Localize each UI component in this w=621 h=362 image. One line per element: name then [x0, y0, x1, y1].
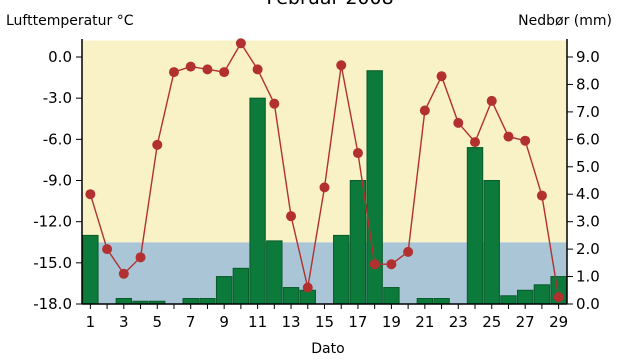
precip-bar-day-7	[182, 298, 199, 305]
axes: 0.0 -3.0 -6.0 -9.0 -12.0 -15.0 -18.0 0.0 1.0 2.0 3…	[33, 39, 600, 331]
temperature-point-day-21	[419, 105, 430, 116]
y-right-tick-label: 7.0	[576, 103, 600, 121]
temperature-point-day-24	[470, 137, 481, 148]
temperature-line	[85, 38, 564, 303]
y-right-tick-label: 1.0	[576, 268, 600, 286]
precip-bar-day-16	[333, 234, 350, 305]
x-tick-label: 23	[449, 313, 468, 331]
temperature-point-day-28	[536, 190, 547, 201]
y-right-tick-label: 9.0	[576, 48, 600, 66]
x-tick-label: 19	[382, 313, 401, 331]
precip-bar-day-11	[249, 97, 266, 305]
y-left-tick-label: -18.0	[33, 295, 72, 313]
y-right-tick-label: 6.0	[576, 130, 600, 148]
temperature-point-day-12	[269, 98, 280, 109]
precip-bar-day-28	[533, 284, 551, 305]
x-tick-label: 3	[119, 313, 129, 331]
x-tick-label: 17	[348, 313, 367, 331]
temperature-point-day-8	[202, 64, 213, 75]
temperature-point-day-26	[503, 131, 514, 142]
y-left-tick-label: -6.0	[43, 130, 72, 148]
temperature-point-day-18	[369, 259, 380, 270]
precip-bar-day-27	[516, 289, 534, 305]
temperature-point-day-13	[286, 211, 297, 222]
precip-bar-day-8	[199, 298, 216, 305]
x-axis-label: Dato	[311, 341, 344, 357]
precip-bar-day-22	[433, 298, 450, 305]
x-tick-label: 29	[549, 313, 568, 331]
x-tick-label: 1	[86, 313, 96, 331]
temperature-point-day-10	[235, 38, 246, 49]
precipitation-bars	[82, 70, 567, 305]
temperature-point-day-7	[185, 61, 196, 72]
temperature-point-day-9	[219, 67, 230, 78]
y-left-tick-label: -15.0	[33, 254, 72, 272]
temperature-point-day-29	[553, 292, 564, 303]
y-left-axis-label: Lufttemperatur °C	[6, 13, 134, 29]
x-tick-label: 25	[482, 313, 501, 331]
precip-bar-day-1	[82, 234, 99, 305]
precip-bar-day-24	[466, 147, 484, 305]
temperature-point-day-19	[386, 259, 397, 270]
y-right-axis-label: Nedbør (mm)	[518, 13, 612, 29]
x-tick-label: 27	[516, 313, 535, 331]
x-tick-label: 7	[186, 313, 196, 331]
y-right-tick-label: 5.0	[576, 158, 600, 176]
temperature-point-day-22	[436, 71, 447, 82]
temperature-point-day-2	[102, 244, 113, 255]
temperature-point-day-17	[352, 148, 363, 159]
precip-bar-day-17	[349, 180, 367, 305]
y-right-tick-label: 0.0	[576, 295, 600, 313]
y-right-tick-label: 3.0	[576, 213, 600, 231]
temperature-point-day-11	[252, 64, 263, 75]
temperature-point-day-14	[302, 282, 313, 293]
temperature-point-day-27	[520, 135, 531, 146]
x-tick-label: 13	[282, 313, 301, 331]
temperature-point-day-23	[453, 117, 464, 128]
chart-title: Februar 2008	[266, 0, 393, 9]
x-tick-label: 9	[219, 313, 229, 331]
precip-bar-day-9	[215, 276, 233, 305]
temperature-point-day-5	[152, 139, 163, 150]
y-left-tick-label: -12.0	[33, 213, 72, 231]
y-right-tick-label: 4.0	[576, 185, 600, 203]
temperature-point-day-20	[403, 246, 414, 257]
temperature-point-day-25	[486, 95, 497, 106]
temperature-point-day-15	[319, 182, 330, 193]
temperature-point-day-4	[135, 252, 146, 263]
y-right-tick-label: 8.0	[576, 75, 600, 93]
y-right-tick-label: 2.0	[576, 240, 600, 258]
precip-bar-day-21	[416, 298, 434, 305]
x-tick-label: 11	[248, 313, 267, 331]
x-tick-label: 5	[152, 313, 162, 331]
precip-bar-day-26	[500, 295, 517, 305]
precip-bar-day-19	[383, 287, 400, 305]
x-tick-label: 21	[415, 313, 434, 331]
x-tick-label: 15	[315, 313, 334, 331]
y-left-tick-label: -9.0	[43, 172, 72, 190]
precip-bar-day-25	[483, 180, 500, 305]
temperature-point-day-3	[118, 268, 129, 279]
temperature-point-day-6	[168, 67, 179, 78]
temperature-point-day-1	[85, 189, 96, 200]
precip-bar-day-13	[282, 287, 300, 305]
y-left-tick-label: -3.0	[43, 89, 72, 107]
temperature-point-day-16	[336, 60, 347, 71]
precip-bar-day-3	[115, 298, 133, 305]
y-left-tick-label: 0.0	[48, 48, 72, 66]
precip-bar-day-10	[232, 267, 250, 305]
precip-bar-day-12	[266, 240, 283, 305]
